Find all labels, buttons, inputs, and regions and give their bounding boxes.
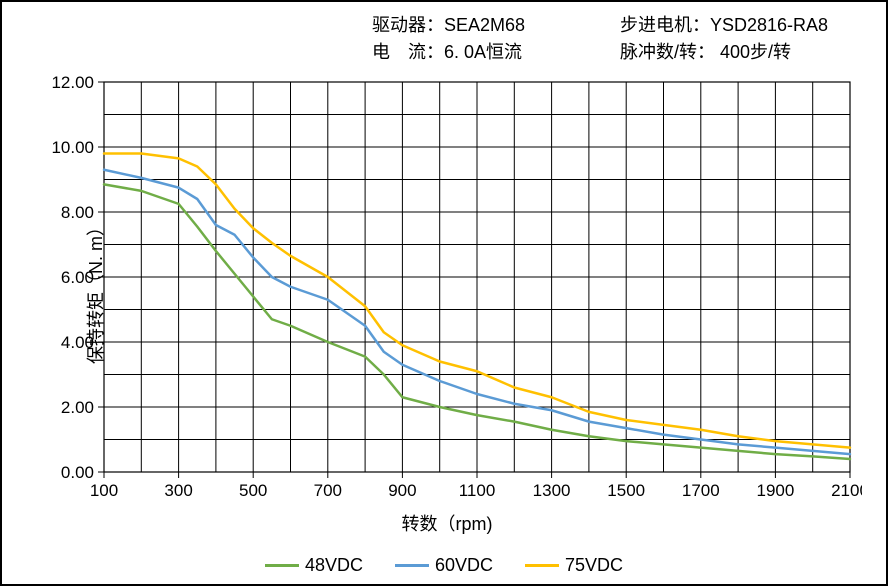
header-cell: 步进电机：YSD2816-RA8 [620,12,868,39]
x-tick-label: 900 [388,481,416,500]
header-key: 脉冲数/转： [620,42,715,62]
header-key: 步进电机： [620,15,710,35]
x-tick-label: 1700 [682,481,720,500]
header-value: 400步/转 [715,42,791,62]
x-tick-label: 2100 [831,481,862,500]
x-tick-label: 500 [239,481,267,500]
header-cell: 电 流：6. 0A恒流 [372,39,620,66]
legend-swatch [265,564,299,567]
header-info: 驱动器：SEA2M68步进电机：YSD2816-RA8电 流：6. 0A恒流脉冲… [372,12,868,66]
legend-item: 60VDC [395,555,493,576]
header-cell: 驱动器：SEA2M68 [372,12,620,39]
header-row: 电 流：6. 0A恒流脉冲数/转： 400步/转 [372,39,868,66]
header-key: 驱动器： [372,15,444,35]
x-tick-label: 100 [90,481,118,500]
legend-item: 48VDC [265,555,363,576]
x-tick-label: 1100 [459,481,496,500]
x-tick-label: 1300 [533,481,571,500]
header-key: 电 流： [372,42,444,62]
legend-swatch [395,564,429,567]
figure-frame: 驱动器：SEA2M68步进电机：YSD2816-RA8电 流：6. 0A恒流脉冲… [0,0,888,586]
y-axis-label: 保持转矩（N. m） [82,218,108,364]
torque-speed-chart: 100 300 500 700 900 1100 1300 1500 1700 1900 2100 0… [32,76,862,506]
y-tick-label: 2.00 [61,398,94,417]
x-tick-label: 1500 [607,481,645,500]
header-cell: 脉冲数/转： 400步/转 [620,39,868,66]
chart-area: 保持转矩（N. m） 100 300 500 700 900 1100 1300 1500 17… [32,76,862,506]
x-tick-label: 300 [164,481,192,500]
header-row: 驱动器：SEA2M68步进电机：YSD2816-RA8 [372,12,868,39]
x-axis-label: 转数（rpm) [32,510,862,536]
y-tick-label: 0.00 [61,463,94,482]
x-tick-label: 1900 [756,481,794,500]
y-tick-label: 12.00 [51,76,94,92]
legend-label: 60VDC [435,555,493,576]
header-value: YSD2816-RA8 [710,15,828,35]
y-tick-label: 10.00 [51,138,94,157]
header-value: 6. 0A恒流 [444,42,522,62]
legend-label: 75VDC [565,555,623,576]
x-tick-label: 700 [314,481,342,500]
header-value: SEA2M68 [444,15,525,35]
legend-item: 75VDC [525,555,623,576]
legend-label: 48VDC [305,555,363,576]
chart-legend: 48VDC 60VDC 75VDC [2,551,886,576]
legend-swatch [525,564,559,567]
